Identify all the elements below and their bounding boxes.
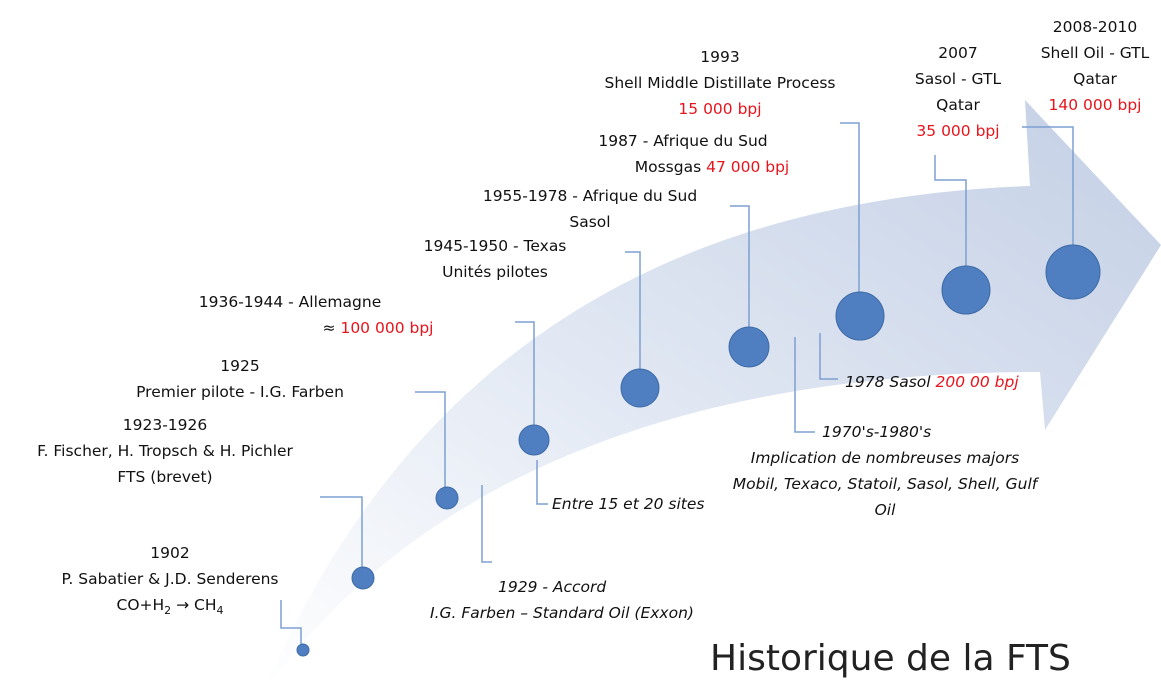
capacity: 47 000 bpj	[706, 158, 789, 176]
event-line: Qatar	[936, 96, 980, 114]
prefix: ≈	[323, 319, 336, 337]
event-line: Mobil, Texaco, Statoil, Sasol, Shell, Gu…	[733, 475, 1040, 493]
event-line: Implication de nombreuses majors	[751, 449, 1020, 467]
event-line: FTS (brevet)	[117, 468, 212, 486]
title: Historique de la FTS	[710, 638, 1071, 679]
event-line: Qatar	[1073, 70, 1117, 88]
event-line: Shell Middle Distillate Process	[604, 74, 835, 92]
lower-events: 1929 - Accord I.G. Farben – Standard Oil…	[430, 373, 1040, 622]
event-line: Entre 15 et 20 sites	[552, 495, 704, 513]
event-line: Mossgas 47 000 bpj	[635, 158, 790, 176]
dots	[296, 244, 1101, 657]
prefix: Mossgas	[635, 158, 701, 176]
event-line: 1925	[220, 357, 259, 375]
event-line: 1993	[700, 48, 739, 66]
prefix: 1978 Sasol	[845, 373, 931, 391]
event-line: P. Sabatier & J.D. Senderens	[61, 570, 278, 588]
upper-events: 1902 P. Sabatier & J.D. Senderens CO+H2 …	[37, 18, 1150, 617]
arrow	[262, 100, 1161, 695]
event-line: 1945-1950 - Texas	[424, 237, 567, 255]
event-line: 1978 Sasol 200 00 bpj	[845, 373, 1019, 391]
event-line: 1987 - Afrique du Sud	[598, 132, 767, 150]
capacity: 200 00 bpj	[936, 373, 1020, 391]
formula-sub: 2	[164, 604, 171, 617]
event-line: F. Fischer, H. Tropsch & H. Pichler	[37, 442, 293, 460]
event-line: 1902	[150, 544, 189, 562]
capacity: 100 000 bpj	[340, 319, 433, 337]
event-line: Premier pilote - I.G. Farben	[136, 383, 344, 401]
formula-sub: 4	[217, 604, 224, 617]
event-line: 1970's-1980's	[822, 423, 931, 441]
event-line: ≈ 100 000 bpj	[323, 319, 434, 337]
formula-part: CO+H	[117, 596, 165, 614]
capacity: 15 000 bpj	[678, 100, 761, 118]
event-line: Unités pilotes	[442, 263, 548, 281]
event-line: I.G. Farben – Standard Oil (Exxon)	[430, 604, 694, 622]
formula-part: → CH	[171, 596, 216, 614]
event-line: 1936-1944 - Allemagne	[199, 293, 381, 311]
capacity: 35 000 bpj	[916, 122, 999, 140]
event-line: 1929 - Accord	[498, 578, 606, 596]
event-line: Oil	[875, 501, 897, 519]
event-line: Shell Oil - GTL	[1041, 44, 1150, 62]
event-line: Sasol	[569, 213, 610, 231]
formula: CO+H2 → CH4	[117, 596, 224, 617]
event-line: 1923-1926	[123, 416, 208, 434]
capacity: 140 000 bpj	[1048, 96, 1141, 114]
connectors	[280, 122, 1074, 645]
event-line: 1955-1978 - Afrique du Sud	[483, 187, 697, 205]
event-line: 2007	[938, 44, 977, 62]
event-line: 2008-2010	[1053, 18, 1138, 36]
event-line: Sasol - GTL	[915, 70, 1002, 88]
